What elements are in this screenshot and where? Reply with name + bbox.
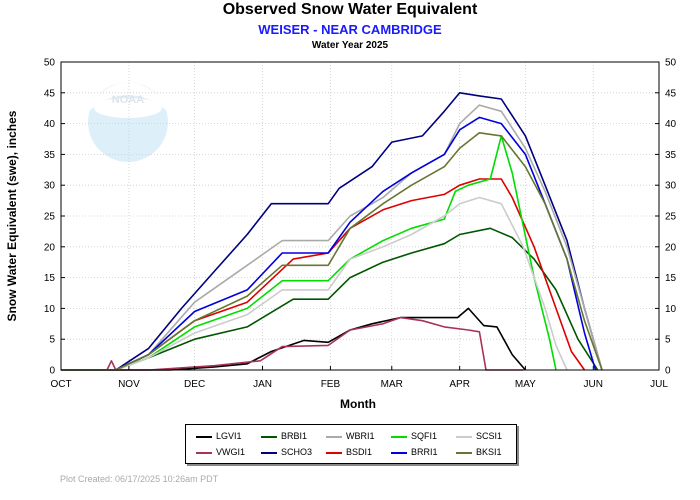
legend-label: BSDI1	[346, 447, 373, 457]
legend-item-lgvi1: LGVI1	[196, 430, 242, 442]
legend-item-scsi1: SCSI1	[456, 430, 502, 442]
x-tick-label: APR	[449, 379, 470, 390]
legend-swatch	[456, 435, 472, 438]
series-line-scsi1	[61, 196, 568, 371]
legend-swatch	[456, 451, 472, 454]
y-tick-label-left: 30	[44, 181, 56, 192]
legend-item-bksi1: BKSI1	[456, 446, 502, 458]
y-tick-label-left: 40	[44, 119, 56, 130]
legend-label: VWGI1	[216, 447, 246, 457]
y-tick-label-left: 10	[44, 304, 56, 315]
x-tick-label: MAY	[515, 379, 536, 390]
chart-subtitle: WEISER - NEAR CAMBRIDGE	[258, 22, 442, 37]
legend-label: SCHO3	[281, 447, 313, 457]
legend-label: LGVI1	[216, 431, 242, 441]
y-tick-label-right: 40	[665, 119, 677, 130]
y-tick-label-right: 5	[665, 335, 671, 346]
series-line-scho3	[61, 92, 603, 371]
x-tick-label: DEC	[184, 379, 205, 390]
y-tick-label-left: 50	[44, 58, 56, 69]
x-tick-label: JUL	[650, 379, 668, 390]
noaa-logo: NOAA	[88, 82, 168, 162]
y-tick-label-left: 5	[49, 335, 55, 346]
legend-swatch	[261, 451, 277, 454]
axis-layer: 0 0 5 5 10 10 15 15 20 20 25 25 30 30 35 35 40 40 45 45 50 50…	[44, 58, 677, 391]
y-tick-label-left: 25	[44, 212, 56, 223]
legend-item-brri1: BRRI1	[391, 446, 438, 458]
legend-item-brbi1: BRBI1	[261, 430, 307, 442]
legend-label: BRRI1	[411, 447, 438, 457]
legend-label: BRBI1	[281, 431, 308, 441]
x-tick-label: JUN	[584, 379, 603, 390]
y-tick-label-right: 10	[665, 304, 677, 315]
y-tick-label-right: 50	[665, 58, 677, 69]
legend-item-scho3: SCHO3	[261, 446, 312, 458]
y-axis-label: Snow Water Equivalent (swe), inches	[5, 110, 19, 321]
legend-swatch	[391, 435, 407, 438]
series-line-sqfi1	[61, 135, 557, 371]
legend-swatch	[326, 451, 342, 454]
y-tick-label-left: 15	[44, 273, 56, 284]
x-tick-label: OCT	[50, 379, 71, 390]
plot-created-note: Plot Created: 06/17/2025 10:26am PDT	[60, 474, 219, 484]
legend-swatch	[196, 451, 212, 454]
x-tick-label: FEB	[321, 379, 341, 390]
y-tick-label-left: 35	[44, 150, 56, 161]
legend-item-wbri1: WBRI1	[326, 430, 375, 442]
legend-label: SQFI1	[411, 431, 438, 441]
legend-item-bsdi1: BSDI1	[326, 446, 372, 458]
noaa-logo-text: NOAA	[112, 94, 144, 106]
series-line-bksi1	[61, 132, 603, 371]
legend-item-vwgi1: VWGI1	[196, 446, 245, 458]
x-tick-label: NOV	[118, 379, 140, 390]
legend-label: SCSI1	[476, 431, 503, 441]
y-tick-label-left: 20	[44, 242, 56, 253]
legend-swatch	[261, 435, 277, 438]
y-tick-label-right: 35	[665, 150, 677, 161]
chart-water-year: Water Year 2025	[311, 40, 389, 51]
legend-swatch	[391, 451, 407, 454]
legend-swatch	[326, 435, 342, 438]
x-tick-label: MAR	[381, 379, 403, 390]
chart-title: Observed Snow Water Equivalent	[222, 1, 478, 18]
x-axis-label: Month	[340, 397, 376, 411]
series-line-brbi1	[61, 227, 599, 371]
y-tick-label-right: 15	[665, 273, 677, 284]
y-tick-label-right: 45	[665, 88, 677, 99]
legend-label: WBRI1	[346, 431, 375, 441]
legend-swatch	[196, 435, 212, 438]
y-tick-label-right: 30	[665, 181, 677, 192]
legend: LGVI1 VWGI1 BRBI1 SCHO3 WBRI1 BSDI1 SQFI1 BRRI1…	[185, 424, 517, 464]
x-tick-label: JAN	[253, 379, 272, 390]
y-tick-label-left: 0	[49, 366, 55, 377]
y-tick-label-right: 25	[665, 212, 677, 223]
y-tick-label-right: 20	[665, 242, 677, 253]
y-tick-label-right: 0	[665, 366, 671, 377]
series-line-lgvi1	[61, 307, 527, 371]
legend-item-sqfi1: SQFI1	[391, 430, 437, 442]
y-tick-label-left: 45	[44, 88, 56, 99]
legend-label: BKSI1	[476, 447, 502, 457]
